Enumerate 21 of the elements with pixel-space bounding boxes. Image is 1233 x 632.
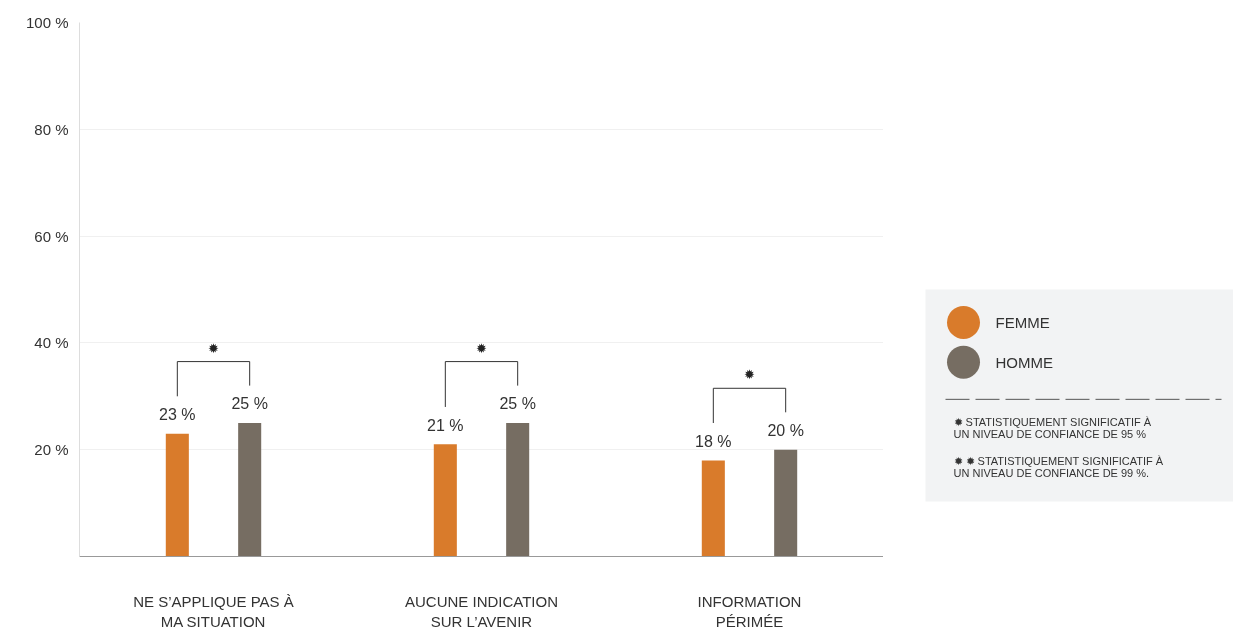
- legend-label: HOMME: [995, 353, 1053, 371]
- text: ✹ ✹ STATISTIQUEMENT SIGNIFICATIF À UN NIVEAU DE CONFIANCE DE 99 %.: [953, 454, 1164, 479]
- y-tick-label: 40 %: [34, 334, 69, 352]
- text: ✹ STATISTIQUEMENT SIGNIFICATIF À UN NIVEAU DE CONFIANCE DE 95 %: [953, 416, 1152, 441]
- data-label: 18 %: [695, 432, 732, 450]
- y-tick-label: 60 %: [34, 227, 69, 245]
- data-label: 21 %: [427, 416, 464, 434]
- data-label: 25 %: [231, 395, 268, 413]
- x-tick-label: AUCUNE INDICATION SUR L’AVENIR: [404, 592, 559, 630]
- x-tick-label: INFORMATION PÉRIMÉE: [697, 592, 802, 630]
- y-tick-label: 100 %: [25, 14, 69, 31]
- data-label: 25 %: [499, 395, 536, 413]
- data-label: 20 %: [767, 422, 804, 440]
- data-label: 23 %: [159, 406, 196, 423]
- legend-label: FEMME: [995, 313, 1050, 331]
- annotation: ✹: [208, 340, 220, 356]
- annotation: ✹: [744, 367, 756, 383]
- y-tick-label: 20 %: [34, 441, 69, 459]
- y-tick-label: 80 %: [34, 120, 69, 138]
- x-tick-label: NE S’APPLIQUE PAS À MA SITUATION: [133, 592, 294, 630]
- annotation: ✹: [476, 340, 488, 356]
